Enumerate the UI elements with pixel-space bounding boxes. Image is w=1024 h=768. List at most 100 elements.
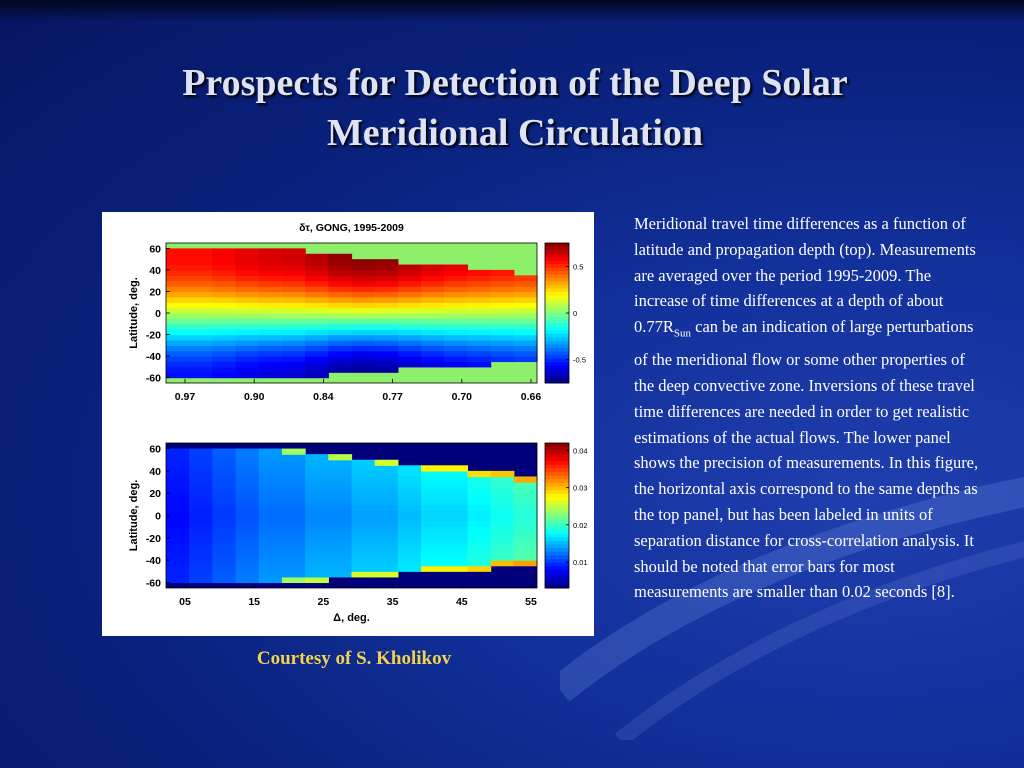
- heatmap-cell: [166, 291, 190, 298]
- heatmap-cell: [513, 313, 538, 319]
- heatmap-cell: [397, 269, 422, 276]
- heatmap-cell: [351, 565, 376, 572]
- heatmap-cell: [513, 302, 538, 309]
- heatmap-cell: [258, 329, 283, 336]
- heatmap-cell: [513, 329, 538, 336]
- heatmap-cell: [328, 498, 353, 505]
- heatmap-cell: [235, 454, 260, 461]
- heatmap-cell: [397, 356, 422, 363]
- figure-description: Meridional travel time differences as a …: [634, 211, 979, 605]
- heatmap-cell: [258, 296, 283, 303]
- heatmap-cell: [235, 366, 260, 373]
- heatmap-cell: [258, 302, 283, 309]
- heatmap-cell: [490, 532, 515, 539]
- heatmap-cell: [235, 334, 260, 341]
- heatmap-cell: [258, 459, 283, 466]
- heatmap-cell: [444, 509, 469, 517]
- heatmap-cell: [189, 576, 213, 584]
- heatmap-cell: [351, 323, 376, 330]
- heatmap-cell: [467, 548, 492, 556]
- heatmap-cell: [281, 329, 306, 336]
- colorbar-cell: [545, 443, 569, 448]
- heatmap-cell: [374, 275, 399, 282]
- heatmap-cell: [328, 339, 353, 346]
- heatmap-cell: [258, 307, 283, 314]
- heatmap-cell: [444, 548, 469, 556]
- heatmap-cell: [166, 487, 190, 494]
- heatmap-cell: [258, 334, 283, 341]
- heatmap-cell: [490, 334, 515, 341]
- heatmap-cell: [467, 515, 492, 522]
- x-tick-label: 35: [387, 596, 399, 608]
- colorbar-cell: [545, 537, 569, 542]
- heatmap-cell: [490, 296, 515, 303]
- heatmap-cell: [305, 532, 329, 539]
- heatmap-cell: [467, 323, 492, 330]
- heatmap-cell: [258, 476, 283, 483]
- heatmap-cell: [258, 253, 283, 260]
- heatmap-cell: [212, 334, 237, 341]
- heatmap-cell: [421, 565, 445, 572]
- heatmap-cell: [189, 286, 213, 293]
- heatmap-cell: [258, 515, 283, 522]
- heatmap-cell: [166, 296, 190, 303]
- colorbar-cell: [545, 573, 569, 578]
- y-tick-label: -20: [146, 330, 161, 342]
- heatmap-cell: [166, 465, 190, 472]
- heatmap-cell: [328, 487, 353, 494]
- heatmap-cell: [235, 515, 260, 522]
- heatmap-cell: [189, 302, 213, 309]
- heatmap-cell: [328, 532, 353, 539]
- heatmap-cell: [374, 280, 399, 287]
- heatmap-cell: [397, 286, 422, 293]
- heatmap-cell: [374, 521, 399, 528]
- heatmap-cell: [397, 307, 422, 314]
- heatmap-cell: [235, 280, 260, 287]
- heatmap-cell: [490, 482, 515, 489]
- heatmap-cell: [351, 345, 376, 352]
- colorbar-cell: [545, 278, 569, 282]
- heatmap-cell: [328, 253, 353, 260]
- heatmap-cell: [328, 356, 353, 363]
- heatmap-cell: [305, 339, 329, 346]
- heatmap-cell: [189, 291, 213, 298]
- heatmap-cell: [258, 487, 283, 494]
- heatmap-cell: [513, 307, 538, 314]
- heatmap-cell: [281, 548, 306, 556]
- heatmap-cell: [212, 307, 237, 314]
- heatmap-cell: [374, 269, 399, 276]
- heatmap-cell: [328, 548, 353, 556]
- colorbar-cell: [545, 457, 569, 462]
- description-text-part1: Meridional travel time differences as a …: [634, 214, 976, 337]
- heatmap-cell: [490, 526, 515, 533]
- heatmap-cell: [513, 487, 538, 494]
- heatmap-cell: [397, 470, 422, 478]
- heatmap-cell: [258, 526, 283, 533]
- colorbar-cell: [545, 522, 569, 527]
- heatmap-cell: [397, 509, 422, 517]
- heatmap-cell: [421, 334, 445, 341]
- heatmap-cell: [374, 565, 399, 572]
- heatmap-cell: [444, 296, 469, 303]
- heatmap-cell: [166, 454, 190, 461]
- heatmap-cell: [328, 366, 353, 373]
- heatmap-cell: [374, 476, 399, 483]
- heatmap-cell: [374, 532, 399, 539]
- heatmap-cell: [189, 275, 213, 282]
- heatmap-cell: [351, 366, 376, 373]
- heatmap-cell: [281, 565, 306, 572]
- slide-title: Prospects for Detection of the Deep Sola…: [80, 58, 950, 158]
- heatmap-cell: [328, 329, 353, 336]
- heatmap-cell: [467, 296, 492, 303]
- heatmap-cell: [328, 275, 353, 282]
- heatmap-cell: [258, 313, 283, 319]
- heatmap-cell: [212, 259, 237, 266]
- heatmap-cell: [513, 560, 538, 567]
- colorbar-cell: [545, 274, 569, 279]
- heatmap-cell: [328, 264, 353, 271]
- colorbar-cell: [545, 559, 569, 564]
- heatmap-cell: [212, 345, 237, 352]
- heatmap-cell: [467, 280, 492, 287]
- heatmap-cell: [281, 454, 306, 461]
- y-tick-label: -60: [146, 373, 161, 385]
